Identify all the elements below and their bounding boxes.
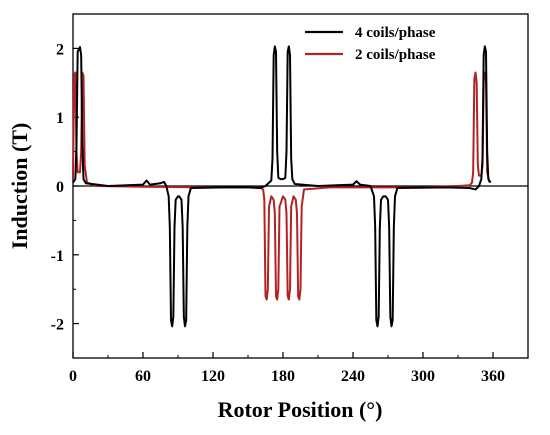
- series-group: [72, 45, 492, 328]
- y-tick-label: -1: [51, 248, 64, 265]
- x-tick-label: 360: [481, 368, 505, 385]
- x-tick-label: 180: [271, 368, 295, 385]
- y-tick-label: 2: [56, 41, 64, 58]
- y-axis-title: Induction (T): [7, 123, 32, 250]
- y-tick-label: -2: [51, 317, 64, 334]
- x-tick-label: 0: [69, 368, 77, 385]
- legend: 4 coils/phase 2 coils/phase: [305, 25, 436, 63]
- legend-label: 2 coils/phase: [355, 47, 436, 63]
- x-tick-label: 300: [411, 368, 435, 385]
- legend-label: 4 coils/phase: [355, 25, 436, 41]
- x-axis-title: Rotor Position (°): [218, 397, 383, 422]
- x-tick-label: 120: [201, 368, 225, 385]
- y-tick-label: 0: [56, 179, 64, 196]
- x-tick-label: 60: [135, 368, 151, 385]
- series-line-1: [72, 45, 492, 328]
- y-tick-label: 1: [56, 110, 64, 127]
- x-tick-label: 240: [341, 368, 365, 385]
